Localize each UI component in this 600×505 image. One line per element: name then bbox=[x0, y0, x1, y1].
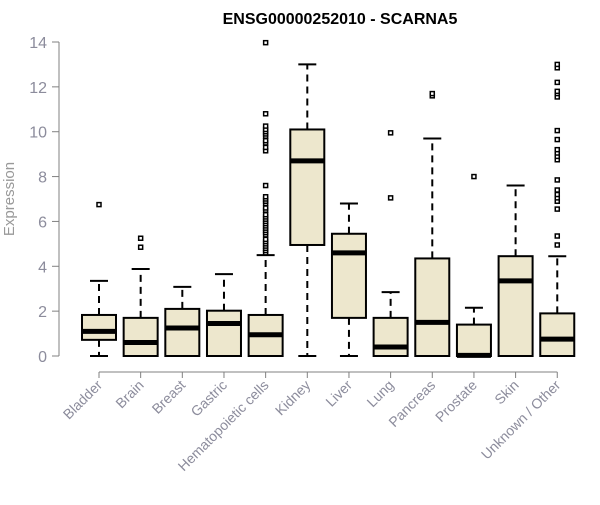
box-iqr bbox=[372, 316, 409, 357]
outlier-point bbox=[262, 182, 269, 189]
outlier-point bbox=[471, 173, 477, 180]
outlier-point bbox=[262, 39, 269, 46]
y-tick-label: 6 bbox=[38, 214, 47, 231]
outlier-point bbox=[96, 201, 102, 208]
outlier-point bbox=[554, 191, 561, 198]
y-tick-label: 12 bbox=[29, 80, 47, 97]
y-tick-label: 14 bbox=[29, 35, 47, 52]
outlier-point bbox=[554, 136, 561, 143]
outlier-point bbox=[554, 88, 561, 95]
outlier-point bbox=[387, 195, 394, 201]
outlier-point bbox=[554, 187, 561, 193]
outlier-point bbox=[262, 123, 269, 129]
box-iqr bbox=[497, 255, 534, 358]
y-tick-label: 2 bbox=[38, 304, 47, 321]
y-tick-label: 10 bbox=[29, 125, 47, 142]
box-iqr bbox=[122, 316, 159, 357]
x-tick-label: Kidney bbox=[272, 377, 314, 419]
x-tick-label: Liver bbox=[322, 377, 355, 410]
x-tick-label: Brain bbox=[112, 377, 146, 411]
outlier-point bbox=[554, 233, 561, 239]
outlier-point bbox=[262, 205, 269, 211]
outlier-point bbox=[137, 235, 144, 241]
box-iqr bbox=[414, 257, 451, 357]
y-axis-label: Expression bbox=[1, 162, 18, 236]
outlier-point bbox=[387, 130, 394, 136]
x-tick-label: Unknown / Other bbox=[478, 377, 564, 463]
chart-title: ENSG00000252010 - SCARNA5 bbox=[223, 11, 458, 28]
outlier-point bbox=[554, 146, 561, 153]
outlier-point bbox=[429, 90, 436, 97]
box-iqr bbox=[330, 232, 367, 319]
box-iqr bbox=[205, 309, 242, 357]
outlier-point bbox=[554, 206, 561, 212]
outlier-point bbox=[262, 194, 269, 200]
outlier-point bbox=[262, 111, 269, 117]
outlier-point bbox=[262, 236, 269, 243]
x-tick-label: Bladder bbox=[60, 377, 106, 423]
x-tick-label: Skin bbox=[491, 377, 522, 408]
x-tick-label: Prostate bbox=[432, 377, 480, 425]
y-tick-label: 4 bbox=[38, 259, 47, 276]
outlier-point bbox=[554, 242, 561, 248]
box-iqr bbox=[164, 307, 201, 357]
outlier-point bbox=[137, 244, 144, 250]
outlier-point bbox=[554, 61, 561, 68]
x-tick-label: Breast bbox=[149, 377, 189, 417]
box-iqr bbox=[455, 323, 492, 358]
x-tick-label: Lung bbox=[363, 377, 396, 410]
outlier-point bbox=[262, 144, 269, 151]
outlier-point bbox=[554, 177, 561, 183]
box-iqr bbox=[289, 128, 326, 246]
y-tick-label: 0 bbox=[38, 349, 47, 366]
outlier-point bbox=[262, 137, 269, 144]
outlier-point bbox=[262, 211, 269, 218]
outlier-point bbox=[554, 79, 561, 86]
box-iqr bbox=[539, 312, 576, 357]
box-iqr bbox=[81, 313, 117, 341]
y-tick-label: 8 bbox=[38, 170, 47, 187]
outlier-point bbox=[554, 127, 561, 134]
